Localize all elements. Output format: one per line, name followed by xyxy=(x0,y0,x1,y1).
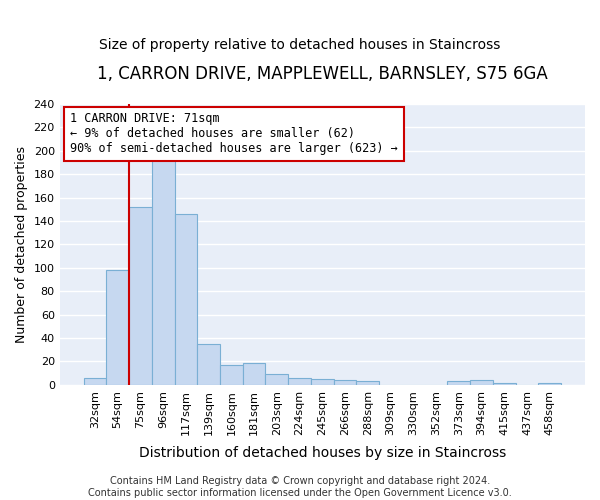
Text: Size of property relative to detached houses in Staincross: Size of property relative to detached ho… xyxy=(100,38,500,52)
X-axis label: Distribution of detached houses by size in Staincross: Distribution of detached houses by size … xyxy=(139,446,506,460)
Bar xyxy=(470,380,493,385)
Bar xyxy=(83,378,106,385)
Bar xyxy=(493,382,515,385)
Bar xyxy=(356,382,379,385)
Title: 1, CARRON DRIVE, MAPPLEWELL, BARNSLEY, S75 6GA: 1, CARRON DRIVE, MAPPLEWELL, BARNSLEY, S… xyxy=(97,65,548,83)
Bar xyxy=(448,382,470,385)
Bar xyxy=(288,378,311,385)
Text: Contains HM Land Registry data © Crown copyright and database right 2024.
Contai: Contains HM Land Registry data © Crown c… xyxy=(88,476,512,498)
Bar xyxy=(175,214,197,385)
Text: 1 CARRON DRIVE: 71sqm
← 9% of detached houses are smaller (62)
90% of semi-detac: 1 CARRON DRIVE: 71sqm ← 9% of detached h… xyxy=(70,112,398,156)
Bar xyxy=(311,379,334,385)
Bar xyxy=(152,152,175,385)
Bar xyxy=(334,380,356,385)
Bar xyxy=(220,365,243,385)
Bar xyxy=(129,207,152,385)
Bar xyxy=(197,344,220,385)
Bar xyxy=(538,382,561,385)
Bar xyxy=(106,270,129,385)
Y-axis label: Number of detached properties: Number of detached properties xyxy=(15,146,28,343)
Bar xyxy=(265,374,288,385)
Bar xyxy=(243,362,265,385)
